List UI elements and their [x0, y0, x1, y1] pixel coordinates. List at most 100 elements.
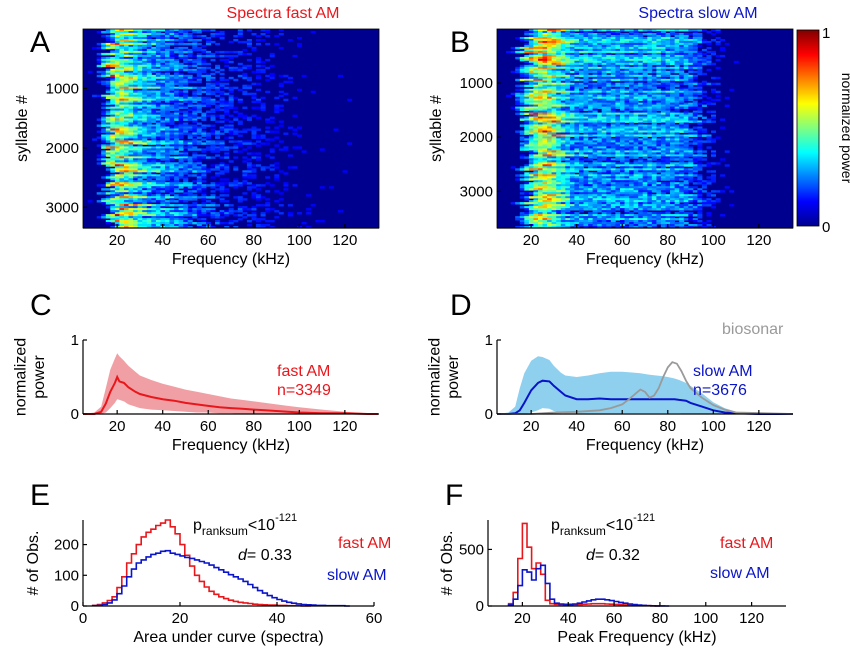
heatmap-cell — [556, 124, 562, 127]
heatmap-cell — [169, 80, 175, 84]
heatmap-cell — [228, 184, 234, 187]
heatmap-cell — [133, 218, 139, 221]
heatmap-cell — [142, 58, 148, 62]
heatmap-cell — [233, 186, 239, 189]
heatmap-cell — [160, 166, 166, 169]
heatmap-cell — [597, 74, 603, 78]
heatmap-cell — [96, 74, 102, 78]
heatmap-cell — [137, 150, 143, 153]
heatmap-cell — [215, 132, 221, 135]
heatmap-cell — [155, 94, 161, 98]
heatmap-cell — [137, 164, 143, 167]
heatmap-cell — [110, 108, 116, 111]
heatmap-cell — [160, 148, 166, 151]
heatmap-cell — [137, 106, 143, 109]
heatmap-cell — [683, 46, 689, 50]
heatmap-cell — [624, 72, 630, 76]
heatmap-cell — [551, 118, 557, 121]
heatmap-cell — [142, 160, 148, 163]
heatmap-cell — [215, 70, 221, 74]
heatmap-cell — [187, 102, 193, 105]
heatmap-cell — [169, 37, 175, 40]
heatmap-cell — [642, 86, 648, 90]
heatmap-cell — [219, 182, 225, 185]
heatmap-cell — [592, 48, 598, 52]
heatmap-cell — [192, 142, 198, 145]
heatmap-cell — [524, 76, 530, 80]
heatmap-cell — [656, 98, 662, 102]
heatmap-cell — [169, 138, 175, 141]
heatmap-cell — [142, 42, 148, 46]
heatmap-cell — [142, 146, 148, 149]
heatmap-cell — [133, 60, 139, 64]
heatmap-cell — [574, 46, 580, 50]
heatmap-cell — [146, 94, 152, 98]
heatmap-cell — [588, 134, 594, 137]
heatmap-cell — [601, 108, 607, 111]
heatmap-cell — [547, 100, 553, 103]
heatmap-cell — [519, 78, 525, 82]
heatmap-cell — [592, 76, 598, 80]
heatmap-cell — [524, 37, 530, 40]
heatmap-cell — [128, 178, 134, 181]
heatmap-cell — [178, 124, 184, 127]
heatmap-cell — [187, 64, 193, 68]
heatmap-cell — [533, 108, 539, 111]
heatmap-cell — [528, 33, 534, 36]
heatmap-cell — [519, 124, 525, 127]
heatmap-cell — [651, 66, 657, 70]
heatmap-cell — [542, 136, 548, 139]
heatmap-cell — [542, 48, 548, 52]
heatmap-cell — [665, 142, 671, 145]
heatmap-cell — [642, 78, 648, 82]
heatmap-cell — [174, 64, 180, 68]
heatmap-cell — [146, 72, 152, 76]
heatmap-cell — [610, 104, 616, 107]
heatmap-cell — [560, 60, 566, 64]
heatmap-cell — [187, 60, 193, 64]
heatmap-cell — [633, 120, 639, 123]
heatmap-cell — [174, 128, 180, 131]
heatmap-cell — [524, 80, 530, 84]
heatmap-cell — [597, 62, 603, 66]
heatmap-cell — [219, 100, 225, 103]
heatmap-cell — [592, 112, 598, 115]
heatmap-cell — [697, 108, 703, 111]
heatmap-cell — [228, 146, 234, 149]
heatmap-cell — [715, 31, 721, 34]
heatmap-cell — [119, 72, 125, 76]
heatmap-cell — [660, 100, 666, 103]
heatmap-cell — [538, 48, 543, 52]
heatmap-cell — [610, 33, 616, 36]
heatmap-cell — [210, 92, 216, 96]
heatmap-cell — [142, 162, 148, 165]
heatmap-cell — [560, 42, 566, 46]
heatmap-cell — [528, 60, 534, 64]
heatmap-cell — [124, 176, 129, 179]
heatmap-cell — [160, 44, 166, 48]
heatmap-cell — [151, 54, 157, 58]
heatmap-cell — [174, 60, 180, 64]
heatmap-cell — [169, 35, 175, 38]
heatmap-cell — [629, 44, 635, 48]
heatmap-cell — [556, 126, 562, 129]
heatmap-cell — [110, 48, 116, 52]
heatmap-cell — [638, 33, 644, 36]
heatmap-cell — [242, 52, 248, 56]
heatmap-cell — [196, 78, 202, 82]
heatmap-cell — [556, 114, 562, 117]
heatmap-cell — [538, 39, 543, 42]
heatmap-cell — [565, 122, 571, 125]
heatmap-cell — [105, 182, 111, 185]
heatmap-cell — [579, 35, 584, 38]
heatmap-cell — [160, 214, 166, 217]
heatmap-cell — [651, 74, 657, 78]
heatmap-cell — [155, 194, 161, 197]
heatmap-cell — [151, 29, 157, 32]
heatmap-cell — [656, 46, 662, 50]
heatmap-cell — [528, 37, 534, 40]
heatmap-cell — [165, 52, 170, 56]
heatmap-cell — [183, 146, 189, 149]
heatmap-cell — [101, 152, 107, 155]
heatmap-cell — [274, 174, 280, 177]
